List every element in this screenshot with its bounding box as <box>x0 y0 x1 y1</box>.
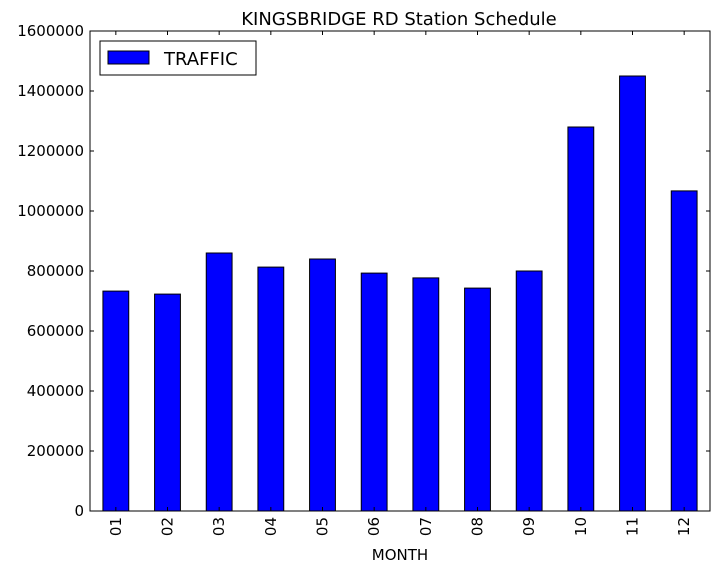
x-tick-label: 11 <box>624 517 642 536</box>
y-tick-label: 600000 <box>27 322 84 340</box>
x-tick-label: 10 <box>572 517 590 536</box>
y-tick-label: 1200000 <box>17 142 84 160</box>
x-tick-label: 06 <box>365 517 383 536</box>
x-axis-ticks: 01 02 03 04 05 06 07 08 09 10 11 12 <box>107 31 693 536</box>
bar-07 <box>412 277 440 512</box>
bar-11 <box>619 75 646 512</box>
y-tick-label: 800000 <box>27 262 84 280</box>
bars-group <box>102 75 698 512</box>
chart-title: KINGSBRIDGE RD Station Schedule <box>241 9 557 30</box>
x-tick-label: 07 <box>417 517 435 536</box>
legend-label: TRAFFIC <box>163 49 238 70</box>
bar-02 <box>154 293 181 512</box>
y-tick-label: 1600000 <box>17 22 84 40</box>
x-tick-label: 04 <box>262 517 280 536</box>
y-axis-ticks: 0 200000 400000 600000 800000 1000000 1200000 1… <box>17 22 710 520</box>
x-tick-label: 05 <box>314 517 332 536</box>
bar-05 <box>309 258 336 512</box>
x-axis-label: MONTH <box>372 546 428 564</box>
bar-08 <box>464 287 491 512</box>
x-tick-label: 02 <box>159 517 177 536</box>
y-tick-label: 200000 <box>27 442 84 460</box>
plot-frame <box>89 30 711 512</box>
bar-09 <box>515 270 543 512</box>
x-tick-label: 01 <box>107 517 125 536</box>
bar-01 <box>102 290 130 512</box>
y-tick-label: 1000000 <box>17 202 84 220</box>
y-tick-label: 0 <box>74 502 84 520</box>
bar-03 <box>205 252 233 512</box>
legend-swatch <box>107 50 150 65</box>
x-tick-label: 03 <box>210 517 228 536</box>
y-tick-label: 400000 <box>27 382 84 400</box>
x-tick-label: 12 <box>675 517 693 536</box>
x-tick-label: 08 <box>469 517 487 536</box>
bar-04 <box>257 266 285 512</box>
bar-10 <box>567 126 595 512</box>
x-tick-label: 09 <box>520 517 538 536</box>
bar-06 <box>360 272 388 512</box>
bar-12 <box>670 190 698 512</box>
y-tick-label: 1400000 <box>17 82 84 100</box>
legend: TRAFFIC <box>99 40 257 76</box>
